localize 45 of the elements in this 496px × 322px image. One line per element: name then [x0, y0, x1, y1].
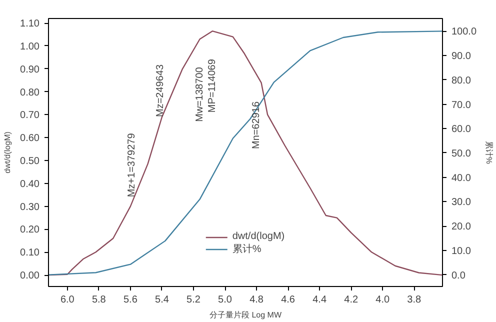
y-tick-label: 0.60 — [20, 133, 40, 144]
x-tick-label: 6.0 — [60, 294, 75, 306]
y2-tick-label: 100.0 — [452, 26, 477, 38]
y2-tick-label: 30.0 — [452, 197, 472, 208]
y2-tick-label: 80.0 — [452, 75, 472, 86]
x-tick-label: 5.0 — [218, 294, 232, 306]
legend-label: dwt/d(logM) — [232, 231, 285, 242]
x-tick-label: 5.8 — [92, 294, 106, 306]
x-axis-title: 分子量片段 Log MW — [209, 310, 282, 320]
annotation: Mn=62916 — [251, 101, 262, 150]
y2-tick-label: 60.0 — [452, 124, 472, 136]
y-tick-label: 0.40 — [20, 178, 40, 190]
annotation: Mz+1=379279 — [126, 132, 138, 198]
y-tick-label: 0.30 — [20, 202, 40, 213]
x-tick-label: 4.4 — [312, 294, 327, 306]
y-axis-title: dwt/d(logM) — [3, 131, 12, 174]
annotation: Mz=249643 — [154, 64, 166, 117]
y-tick-label: 0.20 — [20, 224, 40, 236]
annotation: MP=114069 — [206, 58, 218, 113]
x-tick-label: 4.6 — [281, 294, 296, 306]
x-tick-label: 3.8 — [407, 294, 422, 306]
x-tick-label: 4.0 — [376, 294, 390, 306]
y-tick-label: 0.50 — [20, 156, 40, 168]
y-tick-label: 1.00 — [20, 41, 40, 52]
x-tick-label: 4.2 — [344, 294, 358, 306]
x-tick-label: 5.4 — [155, 294, 170, 306]
y2-tick-label: 40.0 — [452, 172, 472, 184]
y-tick-label: 1.10 — [20, 18, 40, 30]
x-tick-label: 5.2 — [186, 294, 201, 306]
y-tick-label: 0.80 — [20, 87, 40, 98]
y-tick-label: 0.00 — [20, 270, 40, 282]
y2-tick-label: 50.0 — [452, 148, 472, 160]
y2-tick-label: 70.0 — [452, 100, 472, 111]
legend-label: 累计% — [232, 242, 262, 256]
x-tick-label: 5.6 — [124, 294, 138, 306]
y2-tick-label: 10.0 — [452, 246, 472, 257]
y-tick-label: 0.90 — [20, 64, 40, 76]
y-tick-label: 0.70 — [20, 110, 40, 122]
y2-tick-label: 90.0 — [452, 51, 472, 62]
y2-tick-label: 20.0 — [452, 222, 472, 233]
y2-axis-title: 累计% — [484, 140, 494, 164]
y-tick-label: 0.10 — [20, 248, 40, 259]
x-tick-label: 4.8 — [250, 294, 264, 306]
annotation: Mw=138700 — [194, 66, 206, 122]
y2-tick-label: 0.0 — [452, 270, 466, 282]
